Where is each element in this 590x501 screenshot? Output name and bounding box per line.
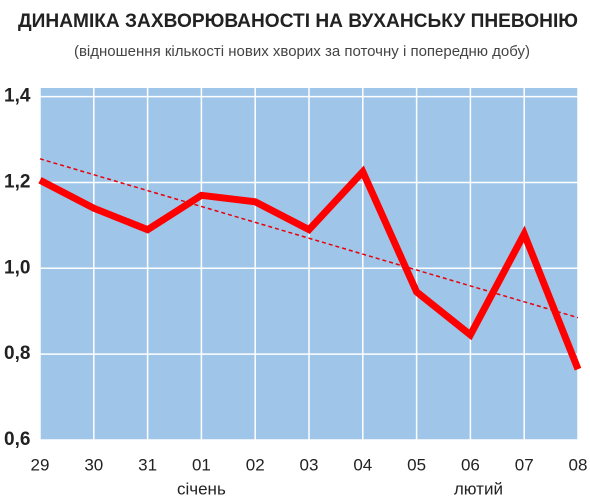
y-tick-label: 1,0 bbox=[4, 257, 30, 278]
y-tick-label: 1,4 bbox=[4, 86, 31, 107]
x-tick-label: 30 bbox=[84, 455, 103, 474]
x-tick-label: 01 bbox=[192, 455, 211, 474]
month-label: січень bbox=[177, 479, 226, 498]
month-label: лютий bbox=[454, 479, 503, 498]
y-tick-label: 1,2 bbox=[4, 171, 30, 192]
y-tick-label: 0,6 bbox=[4, 429, 30, 450]
x-tick-label: 06 bbox=[461, 455, 480, 474]
x-tick-label: 04 bbox=[353, 455, 372, 474]
x-tick-label: 29 bbox=[31, 455, 50, 474]
data-line bbox=[38, 165, 582, 371]
x-tick-label: 07 bbox=[515, 455, 534, 474]
chart-title: ДИНАМІКА ЗАХВОРЮВАНОСТІ НА ВУХАНСЬКУ ПНЕ… bbox=[18, 11, 578, 32]
x-tick-label: 02 bbox=[246, 455, 265, 474]
x-tick-label: 08 bbox=[569, 455, 588, 474]
trend-line bbox=[39, 158, 579, 319]
x-tick-label: 03 bbox=[300, 455, 319, 474]
y-tick-label: 0,8 bbox=[4, 343, 30, 364]
x-tick-label: 05 bbox=[407, 455, 426, 474]
chart-subtitle: (відношення кількості нових хворих за по… bbox=[74, 43, 530, 60]
x-tick-label: 31 bbox=[138, 455, 157, 474]
